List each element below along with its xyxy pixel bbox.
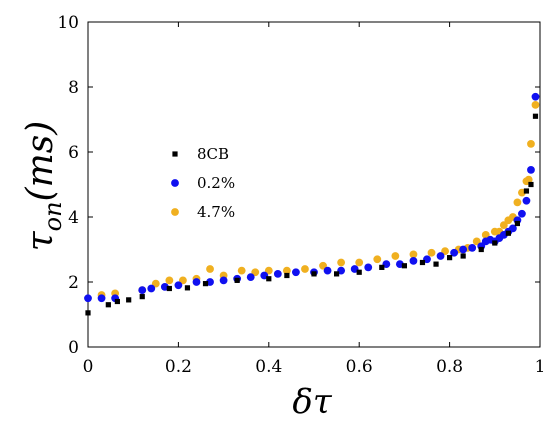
data-point-0-2	[192, 278, 201, 286]
data-point-4-7	[301, 265, 309, 273]
data-point-8cb	[114, 298, 120, 305]
data-point-4-7	[337, 258, 346, 267]
data-point-8cb	[139, 294, 145, 300]
y-axis-title-unit: (ms)	[20, 121, 61, 202]
plot-area-border	[87, 21, 541, 348]
data-point-0-2	[527, 165, 535, 174]
data-point-8cb	[447, 255, 453, 261]
data-point-8cb	[85, 310, 91, 316]
x-tick-label: 0	[83, 357, 94, 377]
data-point-8cb	[266, 276, 272, 282]
data-points	[84, 92, 540, 316]
data-point-8cb	[166, 285, 172, 292]
data-point-0-2	[273, 269, 282, 278]
data-point-0-2	[468, 243, 477, 252]
data-point-0-2	[97, 294, 106, 303]
data-point-8cb	[460, 253, 466, 259]
legend-marker-0-2	[171, 179, 179, 187]
x-tick-label: 0.2	[165, 357, 192, 377]
data-point-0-2	[508, 224, 517, 233]
x-tick-label: 0.4	[255, 357, 282, 377]
data-point-0-2	[518, 209, 526, 218]
data-point-8cb	[514, 220, 520, 227]
data-point-8cb	[505, 230, 511, 236]
data-point-8cb	[379, 264, 385, 270]
data-point-8cb	[532, 113, 539, 119]
data-point-0-2	[522, 196, 531, 205]
y-axis: 0 2 4 6 8 10	[57, 13, 540, 358]
y-axis-title: τon(ms)	[20, 121, 67, 252]
data-point-8cb	[184, 285, 191, 291]
data-point-0-2	[531, 92, 540, 101]
data-point-0-2	[409, 256, 418, 265]
x-tick-label: 1	[535, 357, 546, 377]
x-axis: 0 0.2 0.4 0.6 0.8 1	[83, 22, 546, 377]
x-tick-label: 0.8	[436, 357, 463, 377]
axes-frame	[87, 21, 541, 348]
data-point-8cb	[126, 297, 132, 303]
data-point-8cb	[523, 188, 530, 194]
data-point-0-2	[147, 284, 156, 293]
data-point-8cb	[419, 259, 426, 266]
data-point-0-2	[459, 245, 468, 254]
data-point-4-7	[531, 100, 540, 109]
y-tick-label: 8	[68, 78, 79, 98]
data-point-8cb	[478, 246, 484, 253]
data-point-0-2	[292, 268, 300, 277]
data-point-4-7	[355, 258, 364, 267]
data-point-8cb	[105, 302, 111, 308]
data-point-4-7	[165, 276, 174, 285]
data-point-4-7	[237, 266, 246, 275]
x-axis-title: δτ	[292, 382, 332, 422]
y-tick-label: 6	[68, 143, 79, 163]
data-point-8cb	[234, 277, 240, 283]
data-point-4-7	[409, 250, 418, 259]
data-point-4-7	[427, 248, 436, 257]
y-tick-label: 2	[68, 273, 79, 293]
data-point-0-2	[219, 276, 228, 285]
data-point-8cb	[334, 271, 340, 277]
data-point-0-2	[246, 273, 255, 282]
legend-label-8cb: 8CB	[197, 145, 229, 163]
data-point-0-2	[364, 263, 373, 272]
legend-label-4-7: 4.7%	[197, 203, 235, 221]
data-point-4-7	[527, 139, 535, 148]
data-point-4-7	[513, 198, 522, 207]
data-point-8cb	[311, 271, 317, 277]
data-point-4-7	[524, 175, 533, 184]
data-point-0-2	[450, 248, 459, 257]
data-point-8cb	[202, 281, 209, 287]
y-tick-label: 0	[68, 338, 79, 358]
data-point-0-2	[174, 281, 183, 290]
x-tick-label: 0.6	[346, 357, 373, 377]
data-point-4-7	[282, 266, 291, 275]
data-point-0-2	[436, 252, 445, 260]
data-point-8cb	[284, 272, 290, 279]
data-point-8cb	[528, 181, 534, 188]
data-point-8cb	[492, 240, 498, 246]
legend-label-0-2: 0.2%	[197, 174, 235, 192]
data-point-8cb	[433, 261, 439, 267]
legend-marker-4-7	[171, 208, 179, 216]
data-point-4-7	[206, 265, 214, 273]
data-point-8cb	[401, 263, 407, 269]
legend: 8CB 0.2% 4.7%	[171, 145, 235, 221]
data-point-8cb	[356, 269, 362, 275]
data-point-4-7	[391, 252, 400, 260]
y-axis-title-symbol: τ	[20, 230, 61, 251]
y-axis-title-subscript: on	[39, 201, 67, 231]
legend-marker-8cb	[172, 151, 178, 157]
y-tick-label: 4	[68, 208, 79, 228]
y-tick-label: 10	[57, 13, 79, 33]
data-point-0-2	[138, 286, 147, 295]
data-point-0-2	[84, 294, 92, 303]
data-point-0-2	[323, 266, 332, 275]
data-point-4-7	[373, 255, 382, 264]
